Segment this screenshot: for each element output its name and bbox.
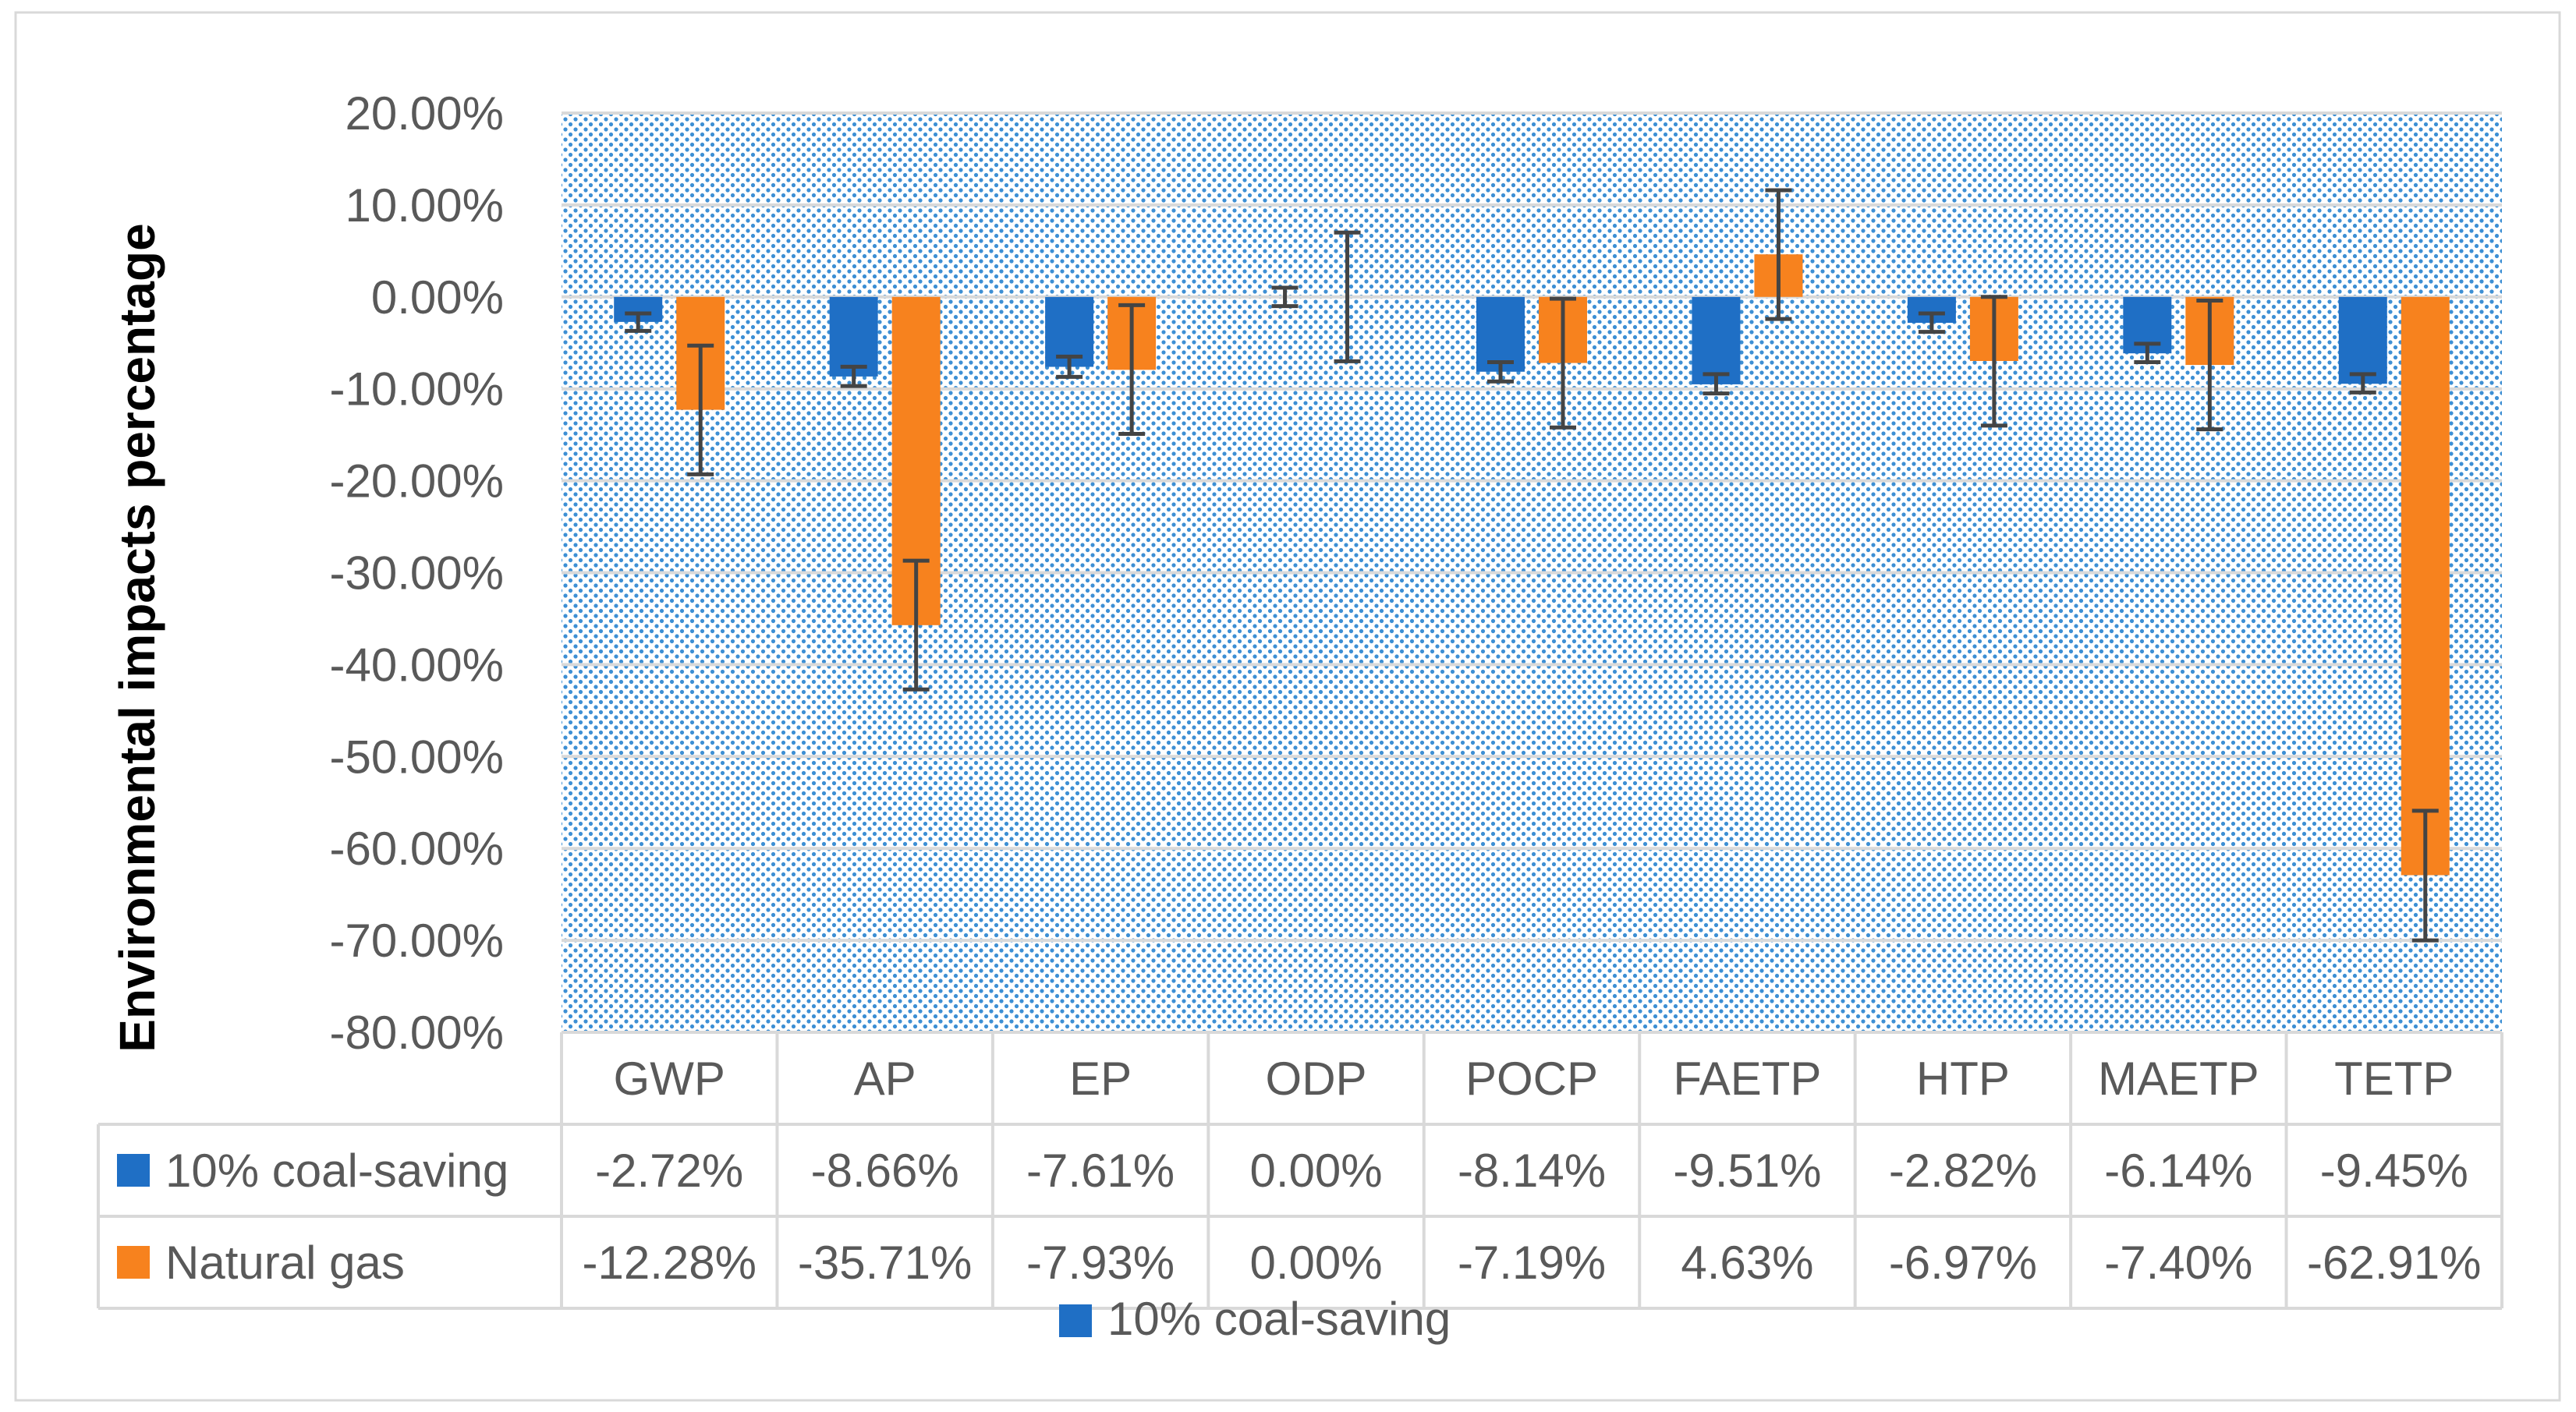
error-bar-natural-gas-odp — [1334, 230, 1361, 363]
y-tick-label: -80.00% — [330, 1007, 504, 1059]
table-cell-value: -62.91% — [2307, 1237, 2481, 1289]
x-tick-label: GWP — [614, 1053, 725, 1105]
table-cell-value: 4.63% — [1681, 1237, 1813, 1289]
y-tick-label: -40.00% — [330, 639, 504, 691]
y-tick-label: -50.00% — [330, 731, 504, 783]
y-tick-label: -60.00% — [330, 823, 504, 875]
y-tick-label: -30.00% — [330, 547, 504, 600]
error-bar-natural-gas-pocp — [1550, 296, 1576, 430]
error-bar-coal-saving-gwp — [625, 311, 652, 333]
error-bar-coal-saving-htp — [1918, 311, 1945, 334]
error-bar-natural-gas-ep — [1118, 303, 1146, 436]
bar-coal-saving-ap — [829, 296, 878, 377]
x-tick-label: TETP — [2334, 1053, 2454, 1105]
table-cell-value: 0.00% — [1249, 1145, 1382, 1197]
table-cell-value: -12.28% — [582, 1237, 756, 1289]
x-tick-label: EP — [1069, 1053, 1132, 1105]
x-tick-label: AP — [854, 1053, 916, 1105]
error-bar-coal-saving-ep — [1056, 354, 1083, 379]
data-table: GWP AP EP ODP POCP FAETP HTP MAETP TETP 10% coal-… — [97, 1031, 2503, 1310]
error-bar-natural-gas-tetp — [2411, 809, 2439, 943]
x-tick-label: ODP — [1266, 1053, 1367, 1105]
table-cell-value: -7.19% — [1458, 1237, 1606, 1289]
y-tick-label: 0.00% — [371, 271, 504, 324]
bar-natural-gas-tetp — [2401, 296, 2450, 876]
x-tick-label: FAETP — [1673, 1053, 1821, 1105]
bar-coal-saving-faetp — [1692, 296, 1741, 384]
y-axis-ticks: 20.00% 10.00% 0.00% -10.00% -20.00% -30.00% -4… — [330, 87, 504, 1059]
y-axis-title: Environmental impacts percentage — [109, 223, 165, 1052]
table-cell-value: -2.72% — [595, 1145, 743, 1197]
table-cell-value: -7.61% — [1026, 1145, 1175, 1197]
table-cell-value: -6.14% — [2104, 1145, 2252, 1197]
x-tick-label: POCP — [1465, 1053, 1598, 1105]
table-cell-value: -7.40% — [2104, 1237, 2252, 1289]
error-bar-coal-saving-odp — [1271, 285, 1299, 309]
table-cell-value: 0.00% — [1249, 1237, 1382, 1289]
bar-coal-saving-pocp — [1476, 296, 1525, 372]
table-cell-value: -2.82% — [1889, 1145, 2037, 1197]
table-cell-value: -35.71% — [798, 1237, 972, 1289]
table-cell-value: -9.45% — [2320, 1145, 2468, 1197]
error-bar-natural-gas-ap — [902, 558, 930, 692]
legend-swatch-coal-saving — [1059, 1304, 1092, 1337]
error-bar-natural-gas-htp — [1980, 295, 2007, 428]
error-bar-coal-saving-faetp — [1703, 372, 1730, 396]
y-tick-label: 20.00% — [345, 87, 505, 140]
error-bars — [625, 188, 2439, 943]
table-cell-value: -7.93% — [1026, 1237, 1175, 1289]
table-cell-value: -8.14% — [1458, 1145, 1606, 1197]
error-bar-coal-saving-maetp — [2134, 341, 2161, 365]
error-bar-coal-saving-ap — [840, 364, 867, 388]
y-tick-label: -20.00% — [330, 455, 504, 508]
y-tick-label: -70.00% — [330, 915, 504, 967]
error-bar-natural-gas-faetp — [1765, 188, 1792, 321]
y-tick-label: -10.00% — [330, 363, 504, 416]
error-bar-natural-gas-maetp — [2196, 299, 2223, 432]
x-tick-label: HTP — [1916, 1053, 2010, 1105]
x-tick-label: MAETP — [2098, 1053, 2259, 1105]
legend: 10% coal-saving — [1059, 1293, 1451, 1345]
error-bar-coal-saving-pocp — [1487, 360, 1514, 384]
error-bar-natural-gas-gwp — [687, 343, 714, 476]
y-tick-label: 10.00% — [345, 179, 505, 232]
bar-coal-saving-tetp — [2338, 296, 2387, 384]
table-legend-swatch-natural-gas — [117, 1246, 150, 1279]
legend-label-coal-saving: 10% coal-saving — [1107, 1293, 1451, 1345]
bars — [614, 254, 2450, 876]
table-cell-value: -9.51% — [1673, 1145, 1821, 1197]
table-legend-swatch-coal-saving — [117, 1154, 150, 1187]
table-series-label-natural-gas: Natural gas — [165, 1237, 405, 1289]
table-cell-value: -8.66% — [811, 1145, 959, 1197]
table-cell-value: -6.97% — [1889, 1237, 2037, 1289]
error-bar-coal-saving-tetp — [2349, 372, 2376, 395]
table-series-label-coal-saving: 10% coal-saving — [165, 1145, 508, 1197]
